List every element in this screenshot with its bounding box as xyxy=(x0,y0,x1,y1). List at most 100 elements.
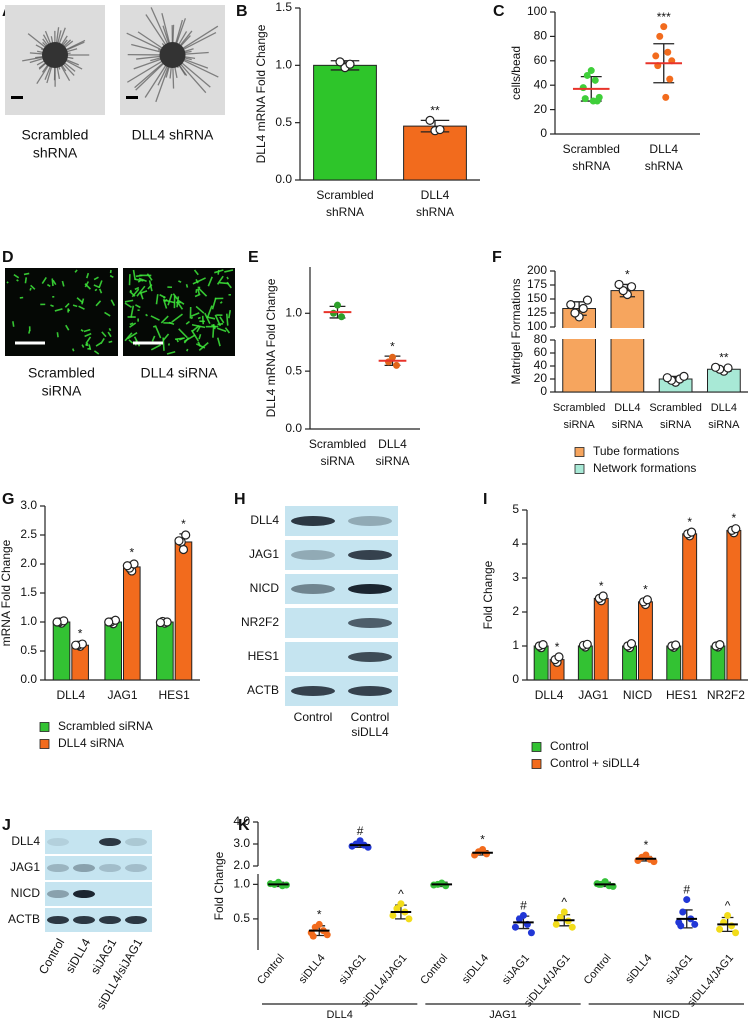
y-tick-label: 40 xyxy=(534,358,548,372)
tube xyxy=(151,335,156,342)
tube xyxy=(71,348,75,352)
tube xyxy=(135,304,141,309)
y-tick-label: 1.0 xyxy=(233,877,250,891)
blot-band xyxy=(348,686,392,696)
significance: * xyxy=(625,268,630,282)
sprout xyxy=(126,32,163,51)
data-point xyxy=(671,640,681,650)
data-point xyxy=(662,373,672,383)
tube xyxy=(81,344,85,348)
tube xyxy=(178,280,182,283)
blot-band xyxy=(348,550,392,560)
panel-letter: D xyxy=(2,249,14,266)
bar xyxy=(682,533,698,681)
micrograph xyxy=(123,268,235,356)
tube xyxy=(198,334,202,340)
x-tick-label: siDLL4 xyxy=(460,952,491,986)
blot-band xyxy=(47,864,69,872)
tube xyxy=(124,302,132,308)
tube xyxy=(163,298,168,303)
tube xyxy=(198,342,209,351)
x-tick-label: HES1 xyxy=(666,688,698,702)
blot-band xyxy=(47,838,69,846)
significance: * xyxy=(78,627,83,641)
tube xyxy=(154,325,162,339)
tube xyxy=(178,328,188,339)
x-tick-label: siRNA xyxy=(612,419,644,431)
data-point xyxy=(527,929,535,937)
legend-label: Scrambled siRNA xyxy=(58,719,153,733)
sprout xyxy=(133,58,163,70)
lane-label: Control xyxy=(351,710,390,724)
sprout xyxy=(135,62,165,91)
data-point xyxy=(578,303,588,314)
tube xyxy=(81,298,85,305)
x-tick-label: Control xyxy=(418,952,450,987)
data-point xyxy=(174,536,184,546)
sprout xyxy=(179,35,191,48)
data-point xyxy=(566,300,576,310)
x-tick-label: JAG1 xyxy=(578,688,608,702)
x-tick-label: DLL4 xyxy=(56,688,85,702)
row-label: JAG1 xyxy=(249,547,279,561)
bead xyxy=(42,42,68,68)
tube xyxy=(95,300,102,307)
data-point xyxy=(582,295,593,305)
row-label: DLL4 xyxy=(250,513,279,527)
x-tick-label: NR2F2 xyxy=(707,688,745,702)
tube xyxy=(61,280,65,287)
sprout xyxy=(58,27,66,45)
tube xyxy=(80,329,84,332)
tube xyxy=(196,325,201,333)
tube xyxy=(128,339,134,344)
tube xyxy=(190,312,200,317)
x-tick-label: Control xyxy=(582,952,614,987)
y-tick-label: 200 xyxy=(527,263,547,277)
data-point xyxy=(618,286,628,296)
tube xyxy=(132,269,136,280)
data-point xyxy=(556,914,564,922)
tube xyxy=(124,299,134,303)
y-tick-label: 1.0 xyxy=(285,305,302,319)
tube xyxy=(198,287,208,297)
tube xyxy=(30,284,36,290)
tube xyxy=(104,311,111,317)
blot-band xyxy=(348,516,392,526)
y-tick-label: 4 xyxy=(512,536,519,550)
tube xyxy=(166,350,176,355)
y-axis-label: DLL4 mRNA Fold Change xyxy=(254,24,268,163)
sprout xyxy=(29,52,45,55)
tube xyxy=(29,287,32,291)
data-point xyxy=(393,361,400,369)
x-tick-label: Scrambled xyxy=(316,188,373,202)
tube xyxy=(214,314,222,327)
sprout xyxy=(179,62,207,94)
significance: * xyxy=(390,339,395,353)
sprout xyxy=(181,32,217,51)
tube xyxy=(78,305,85,310)
blot-band xyxy=(99,838,121,846)
sprout xyxy=(173,65,178,78)
sprout xyxy=(64,41,85,52)
y-axis-label: Matrigel Formations xyxy=(509,278,523,384)
tube xyxy=(186,348,189,352)
tube xyxy=(135,274,143,278)
tube xyxy=(162,333,170,341)
bar xyxy=(52,621,71,681)
tube xyxy=(54,308,63,312)
significance: * xyxy=(555,640,560,654)
tube xyxy=(50,304,54,308)
significance: * xyxy=(317,908,322,922)
tube xyxy=(138,277,147,283)
tube xyxy=(191,323,206,329)
legend-label: Network formations xyxy=(593,461,696,475)
tube xyxy=(110,299,116,307)
data-point xyxy=(591,76,599,84)
row-label: NICD xyxy=(250,581,280,595)
axis-break xyxy=(549,328,750,339)
sprout xyxy=(42,34,51,46)
data-point xyxy=(104,617,114,627)
data-point xyxy=(683,896,691,904)
data-point xyxy=(660,23,668,31)
tube xyxy=(98,280,103,288)
